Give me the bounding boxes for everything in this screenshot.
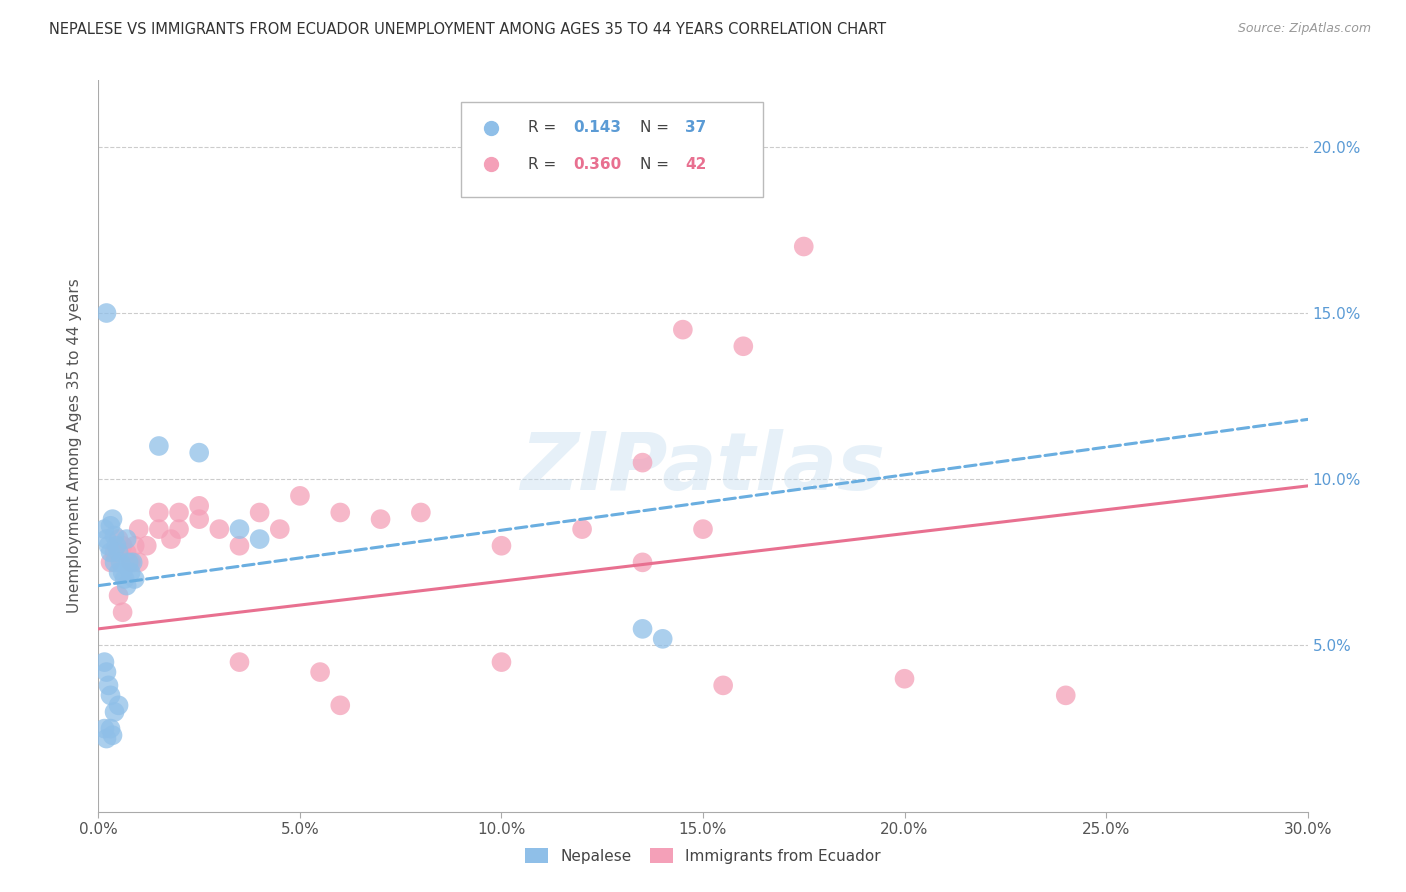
Point bbox=[124, 539, 146, 553]
Point bbox=[631, 555, 654, 569]
Point bbox=[228, 655, 250, 669]
Point bbox=[711, 678, 734, 692]
Text: 0.143: 0.143 bbox=[574, 120, 621, 136]
Point bbox=[110, 555, 132, 569]
Text: Source: ZipAtlas.com: Source: ZipAtlas.com bbox=[1237, 22, 1371, 36]
Point bbox=[107, 532, 129, 546]
Point bbox=[370, 512, 392, 526]
Y-axis label: Unemployment Among Ages 35 to 44 years: Unemployment Among Ages 35 to 44 years bbox=[67, 278, 83, 614]
Point bbox=[188, 445, 211, 459]
Point bbox=[115, 579, 138, 593]
Point bbox=[208, 522, 231, 536]
Legend: Nepalese, Immigrants from Ecuador: Nepalese, Immigrants from Ecuador bbox=[519, 842, 887, 870]
Point bbox=[491, 539, 513, 553]
Text: 37: 37 bbox=[685, 120, 706, 136]
Point bbox=[105, 539, 128, 553]
Point bbox=[93, 655, 115, 669]
Point bbox=[120, 555, 142, 569]
Point bbox=[124, 572, 146, 586]
Point bbox=[103, 555, 125, 569]
Text: R =: R = bbox=[527, 157, 561, 172]
Point bbox=[103, 705, 125, 719]
Point bbox=[93, 722, 115, 736]
Point bbox=[101, 512, 124, 526]
Point bbox=[148, 439, 170, 453]
Point bbox=[107, 698, 129, 713]
Point bbox=[100, 689, 122, 703]
Point bbox=[103, 529, 125, 543]
Point bbox=[893, 672, 915, 686]
Point bbox=[96, 306, 118, 320]
Point bbox=[160, 532, 183, 546]
Point bbox=[228, 522, 250, 536]
Point bbox=[107, 566, 129, 580]
Point bbox=[118, 555, 141, 569]
Point bbox=[228, 539, 250, 553]
Point bbox=[571, 522, 593, 536]
Point bbox=[107, 545, 129, 559]
Point bbox=[491, 655, 513, 669]
Point bbox=[120, 566, 142, 580]
FancyBboxPatch shape bbox=[461, 103, 763, 197]
Point bbox=[100, 555, 122, 569]
Point bbox=[128, 555, 150, 569]
Text: R =: R = bbox=[527, 120, 561, 136]
Point bbox=[121, 555, 143, 569]
Point bbox=[651, 632, 673, 646]
Point bbox=[97, 678, 120, 692]
Point bbox=[128, 522, 150, 536]
Text: N =: N = bbox=[640, 157, 673, 172]
Point bbox=[672, 323, 695, 337]
Point bbox=[631, 456, 654, 470]
Point bbox=[96, 665, 118, 679]
Point bbox=[114, 572, 136, 586]
Point bbox=[96, 532, 118, 546]
Point bbox=[107, 589, 129, 603]
Point bbox=[111, 566, 134, 580]
Point bbox=[115, 545, 138, 559]
Point bbox=[167, 506, 190, 520]
Point bbox=[100, 722, 122, 736]
Point bbox=[793, 239, 815, 253]
Point bbox=[97, 539, 120, 553]
Point bbox=[100, 518, 122, 533]
Point bbox=[188, 512, 211, 526]
Point bbox=[167, 522, 190, 536]
Point bbox=[269, 522, 291, 536]
Text: 0.360: 0.360 bbox=[574, 157, 621, 172]
Point bbox=[96, 731, 118, 746]
Text: NEPALESE VS IMMIGRANTS FROM ECUADOR UNEMPLOYMENT AMONG AGES 35 TO 44 YEARS CORRE: NEPALESE VS IMMIGRANTS FROM ECUADOR UNEM… bbox=[49, 22, 886, 37]
Point bbox=[135, 539, 157, 553]
Point bbox=[329, 698, 352, 713]
Point bbox=[329, 506, 352, 520]
Point bbox=[249, 506, 271, 520]
Point bbox=[309, 665, 332, 679]
Point bbox=[103, 545, 125, 559]
Point bbox=[409, 506, 432, 520]
Point bbox=[733, 339, 755, 353]
Point bbox=[288, 489, 311, 503]
Point bbox=[111, 605, 134, 619]
Point bbox=[148, 506, 170, 520]
Text: 42: 42 bbox=[685, 157, 706, 172]
Point bbox=[93, 522, 115, 536]
Text: ZIPatlas: ZIPatlas bbox=[520, 429, 886, 507]
Point bbox=[1054, 689, 1077, 703]
Text: N =: N = bbox=[640, 120, 673, 136]
Point bbox=[100, 545, 122, 559]
Point bbox=[111, 539, 134, 553]
Point bbox=[692, 522, 714, 536]
Point bbox=[188, 499, 211, 513]
Point bbox=[249, 532, 271, 546]
Point bbox=[631, 622, 654, 636]
Point bbox=[115, 532, 138, 546]
Point bbox=[101, 728, 124, 742]
Point bbox=[148, 522, 170, 536]
